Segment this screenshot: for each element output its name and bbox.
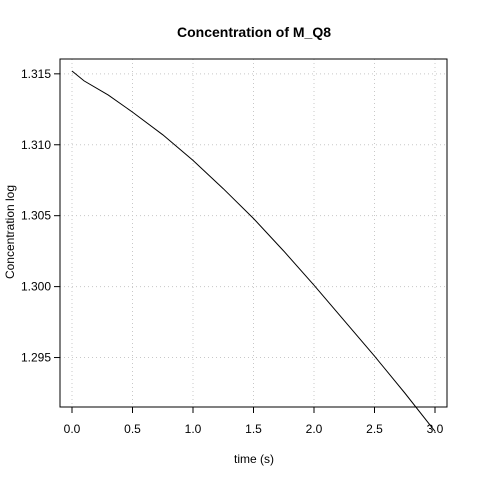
y-tick-label: 1.295 [21,351,51,365]
x-tick-label: 0.5 [124,422,141,436]
x-tick-label: 1.5 [245,422,262,436]
y-tick-label: 1.300 [21,280,51,294]
y-axis-label: Concentration log [3,185,17,279]
x-tick-label: 2.5 [366,422,383,436]
y-tick-label: 1.315 [21,67,51,81]
x-tick-label: 2.0 [306,422,323,436]
x-tick-label: 0.0 [64,422,81,436]
x-tick-label: 1.0 [185,422,202,436]
y-tick-label: 1.310 [21,138,51,152]
x-tick-label: 3.0 [427,422,444,436]
x-axis-label: time (s) [234,452,274,466]
y-tick-label: 1.305 [21,209,51,223]
chart-title: Concentration of M_Q8 [177,24,331,40]
